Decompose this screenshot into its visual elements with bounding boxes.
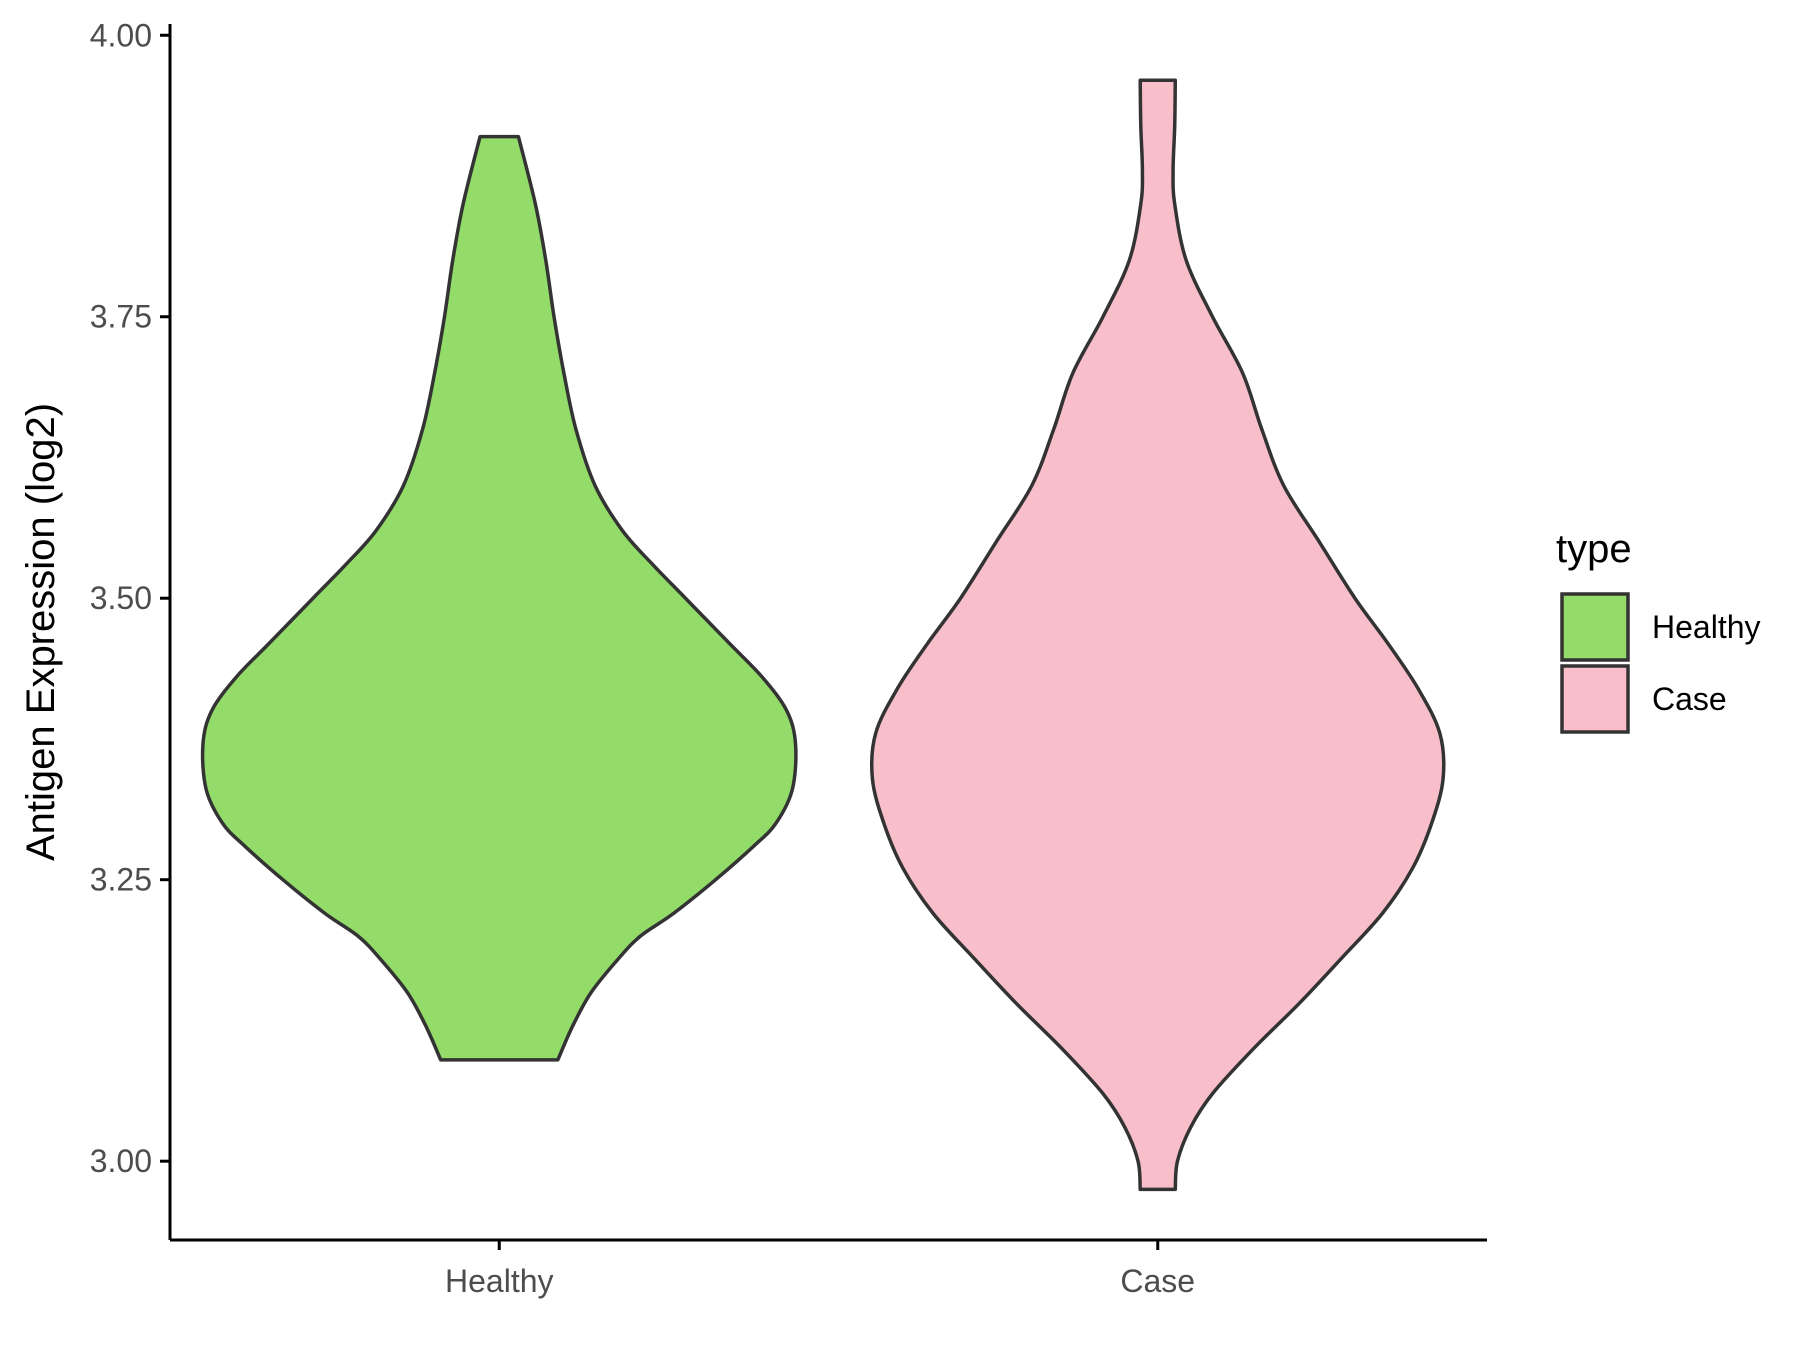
- y-tick-label: 3.00: [90, 1143, 152, 1179]
- y-tick-label: 4.00: [90, 17, 152, 53]
- legend-label: Healthy: [1652, 609, 1761, 645]
- x-tick-label: Healthy: [445, 1263, 554, 1299]
- y-tick-label: 3.75: [90, 299, 152, 335]
- violins-layer: [200, 78, 1446, 1192]
- axes-layer: 3.00 3.25 3.50 3.75 4.00 Healthy Case: [90, 17, 1487, 1299]
- legend-key-case: [1560, 664, 1630, 734]
- legend-items: Healthy Case: [1560, 592, 1761, 734]
- y-axis-title: Antigen Expression (log2): [19, 403, 63, 861]
- violin-case: [869, 78, 1446, 1192]
- y-axis-ticks: 3.00 3.25 3.50 3.75 4.00: [90, 17, 170, 1179]
- y-tick-label: 3.50: [90, 580, 152, 616]
- legend-title: type: [1556, 527, 1632, 571]
- legend-label: Case: [1652, 681, 1727, 717]
- violin-healthy: [200, 134, 798, 1062]
- legend: type Healthy Case: [1556, 527, 1761, 734]
- x-axis-ticks: Healthy Case: [445, 1240, 1195, 1299]
- x-tick-label: Case: [1120, 1263, 1195, 1299]
- y-tick-label: 3.25: [90, 862, 152, 898]
- legend-key-healthy: [1560, 592, 1630, 662]
